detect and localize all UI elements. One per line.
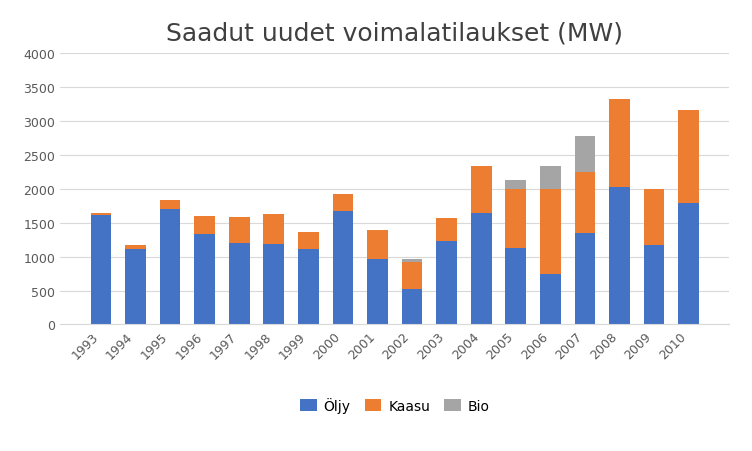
Bar [194, 216, 215, 235]
Bar [402, 259, 423, 262]
Bar [90, 213, 111, 215]
Bar [125, 245, 146, 249]
Bar [471, 166, 492, 214]
Bar [540, 189, 561, 274]
Bar [402, 289, 423, 325]
Title: Saadut uudet voimalatilaukset (MW): Saadut uudet voimalatilaukset (MW) [166, 21, 623, 45]
Bar [436, 218, 457, 242]
Bar [332, 194, 353, 211]
Bar [125, 249, 146, 325]
Bar [159, 210, 180, 325]
Bar [540, 274, 561, 325]
Bar [505, 189, 526, 248]
Bar [471, 214, 492, 325]
Bar [229, 218, 250, 244]
Bar [436, 242, 457, 325]
Bar [229, 244, 250, 325]
Bar [298, 233, 319, 249]
Bar [644, 245, 665, 325]
Bar [332, 211, 353, 325]
Bar [367, 231, 388, 260]
Bar [263, 245, 284, 325]
Bar [575, 137, 596, 172]
Bar [540, 167, 561, 189]
Bar [402, 262, 423, 289]
Bar [505, 180, 526, 189]
Bar [159, 200, 180, 210]
Bar [609, 100, 630, 188]
Bar [678, 204, 699, 325]
Bar [575, 172, 596, 234]
Bar [644, 189, 665, 245]
Bar [298, 249, 319, 325]
Bar [367, 260, 388, 325]
Legend: Öljy, Kaasu, Bio: Öljy, Kaasu, Bio [295, 391, 495, 418]
Bar [90, 215, 111, 325]
Bar [609, 188, 630, 325]
Bar [505, 248, 526, 325]
Bar [194, 235, 215, 325]
Bar [678, 110, 699, 204]
Bar [575, 234, 596, 325]
Bar [263, 215, 284, 245]
